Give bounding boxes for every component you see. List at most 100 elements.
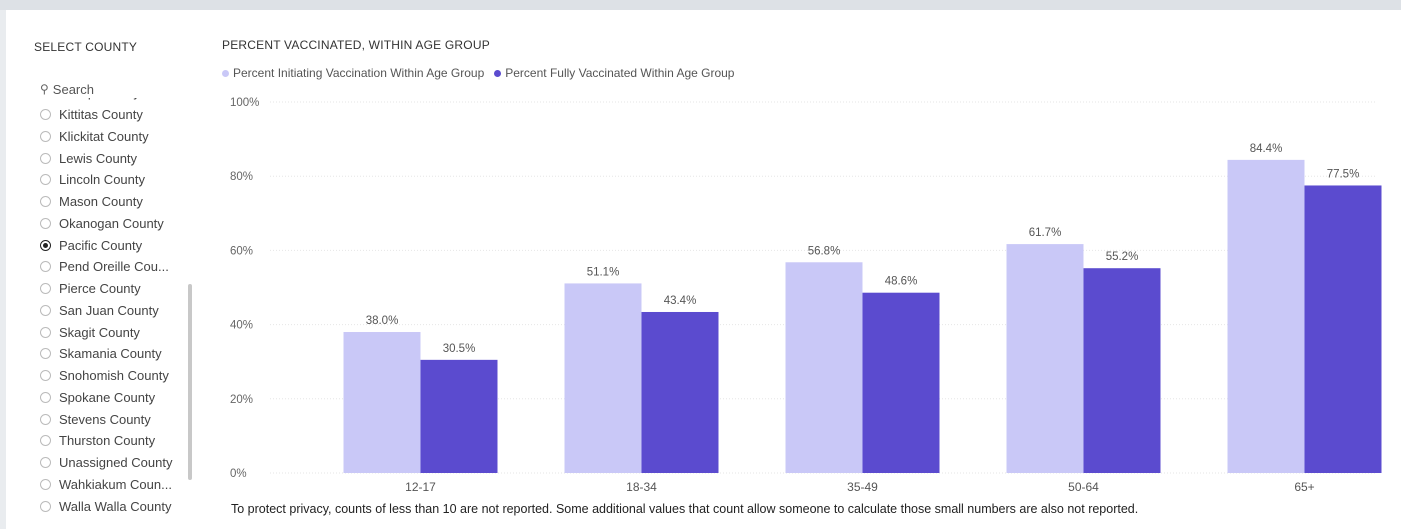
radio-icon[interactable] bbox=[40, 304, 51, 316]
radio-icon[interactable] bbox=[40, 348, 51, 360]
bar-initiating bbox=[343, 332, 421, 473]
radio-icon[interactable] bbox=[40, 413, 51, 425]
county-item[interactable]: Unassigned County bbox=[40, 452, 200, 474]
county-label: Pend Oreille Cou... bbox=[59, 259, 169, 275]
county-label: Stevens County bbox=[59, 411, 151, 427]
legend-item-fully[interactable]: Percent Fully Vaccinated Within Age Grou… bbox=[494, 66, 734, 80]
data-label: 51.1% bbox=[587, 266, 620, 278]
search-icon: ⚲ bbox=[40, 82, 49, 96]
bar-initiating bbox=[785, 262, 863, 473]
county-item[interactable]: Pend Oreille Cou... bbox=[40, 256, 200, 278]
radio-icon[interactable] bbox=[40, 109, 51, 121]
radio-icon[interactable] bbox=[40, 152, 51, 164]
search-box[interactable]: ⚲ Search bbox=[40, 80, 190, 98]
county-label: Pacific County bbox=[59, 237, 143, 253]
y-tick-label: 0% bbox=[230, 468, 247, 480]
county-item[interactable]: Okanogan County bbox=[40, 213, 200, 235]
bar-fully bbox=[1304, 185, 1382, 473]
search-placeholder[interactable]: Search bbox=[52, 81, 94, 97]
county-item[interactable]: Skagit County bbox=[40, 321, 200, 343]
legend-dot-icon bbox=[222, 69, 229, 77]
radio-icon[interactable] bbox=[40, 196, 51, 208]
legend-label: Percent Fully Vaccinated Within Age Grou… bbox=[505, 66, 735, 80]
county-item[interactable]: Lincoln County bbox=[40, 169, 200, 191]
bar-fully bbox=[420, 359, 498, 473]
county-label: Klickitat County bbox=[59, 128, 149, 144]
county-item[interactable]: San Juan County bbox=[40, 300, 200, 322]
county-label: Spokane County bbox=[59, 389, 156, 405]
county-item[interactable]: Wahkiakum Coun... bbox=[40, 474, 200, 496]
data-label: 77.5% bbox=[1327, 168, 1360, 180]
x-tick-label: 50-64 bbox=[1068, 480, 1099, 494]
top-border bbox=[0, 0, 1401, 10]
data-label: 61.7% bbox=[1029, 227, 1062, 239]
y-tick-label: 80% bbox=[230, 171, 253, 183]
radio-icon[interactable] bbox=[40, 391, 51, 403]
county-label: Skagit County bbox=[59, 324, 140, 340]
privacy-footnote: To protect privacy, counts of less than … bbox=[231, 502, 1139, 516]
data-label: 43.4% bbox=[664, 295, 697, 307]
radio-icon[interactable] bbox=[40, 130, 51, 142]
county-item[interactable]: Spokane County bbox=[40, 387, 200, 409]
county-item[interactable]: Pierce County bbox=[40, 278, 200, 300]
county-label: Pierce County bbox=[59, 281, 141, 297]
chart-legend: Percent Initiating Vaccination Within Ag… bbox=[222, 66, 734, 80]
radio-icon[interactable] bbox=[40, 261, 51, 273]
radio-selected-icon[interactable] bbox=[40, 239, 51, 251]
county-label: San Juan County bbox=[59, 302, 159, 318]
bar-initiating bbox=[1006, 244, 1084, 473]
y-tick-label: 40% bbox=[230, 320, 253, 332]
county-label: Okanogan County bbox=[59, 215, 164, 231]
x-tick-label: 12-17 bbox=[405, 480, 436, 494]
bar-fully bbox=[862, 292, 940, 473]
slicer-scrollbar[interactable] bbox=[188, 284, 192, 480]
county-label: Snohomish County bbox=[59, 368, 169, 384]
county-label: Wahkiakum Coun... bbox=[59, 476, 172, 492]
county-item[interactable]: Walla Walla County bbox=[40, 495, 200, 517]
county-item[interactable]: Mason County bbox=[40, 191, 200, 213]
bar-fully bbox=[641, 311, 719, 473]
county-label: Unassigned County bbox=[59, 455, 173, 471]
x-tick-label: 65+ bbox=[1294, 480, 1314, 494]
county-item[interactable]: Stevens County bbox=[40, 408, 200, 430]
chart-title: PERCENT VACCINATED, WITHIN AGE GROUP bbox=[222, 38, 490, 52]
y-tick-label: 20% bbox=[230, 394, 253, 406]
county-item[interactable]: Klickitat County bbox=[40, 126, 200, 148]
x-tick-label: 35-49 bbox=[847, 480, 878, 494]
data-label: 84.4% bbox=[1250, 143, 1283, 155]
bar-initiating bbox=[1227, 159, 1305, 473]
county-label: Lincoln County bbox=[59, 172, 145, 188]
county-item[interactable]: Skamania County bbox=[40, 343, 200, 365]
county-label: Walla Walla County bbox=[59, 498, 172, 514]
bar-fully bbox=[1083, 268, 1161, 473]
county-item[interactable]: Pacific County bbox=[40, 234, 200, 256]
radio-icon[interactable] bbox=[40, 217, 51, 229]
radio-icon[interactable] bbox=[40, 457, 51, 469]
data-label: 56.8% bbox=[808, 245, 841, 257]
county-item[interactable]: Thurston County bbox=[40, 430, 200, 452]
radio-icon[interactable] bbox=[40, 283, 51, 295]
y-tick-label: 100% bbox=[230, 97, 259, 109]
radio-icon[interactable] bbox=[40, 500, 51, 512]
radio-icon[interactable] bbox=[40, 174, 51, 186]
county-label: Kittitas County bbox=[59, 107, 143, 123]
county-item[interactable]: Snohomish County bbox=[40, 365, 200, 387]
left-border bbox=[0, 10, 6, 529]
county-label: Skamania County bbox=[59, 346, 162, 362]
county-label: Thurston County bbox=[59, 433, 156, 449]
county-item[interactable]: Kittitas County bbox=[40, 104, 200, 126]
radio-icon[interactable] bbox=[40, 326, 51, 338]
county-item[interactable]: Lewis County bbox=[40, 147, 200, 169]
county-label: Mason County bbox=[59, 194, 143, 210]
data-label: 30.5% bbox=[443, 343, 476, 355]
legend-item-initiating[interactable]: Percent Initiating Vaccination Within Ag… bbox=[222, 66, 484, 80]
radio-icon[interactable] bbox=[40, 370, 51, 382]
radio-icon[interactable] bbox=[40, 478, 51, 490]
radio-icon[interactable] bbox=[40, 435, 51, 447]
data-label: 38.0% bbox=[366, 315, 399, 327]
slicer-title: SELECT COUNTY bbox=[34, 40, 138, 54]
legend-dot-icon bbox=[494, 69, 502, 77]
data-label: 48.6% bbox=[885, 276, 918, 288]
bar-initiating bbox=[564, 283, 642, 473]
